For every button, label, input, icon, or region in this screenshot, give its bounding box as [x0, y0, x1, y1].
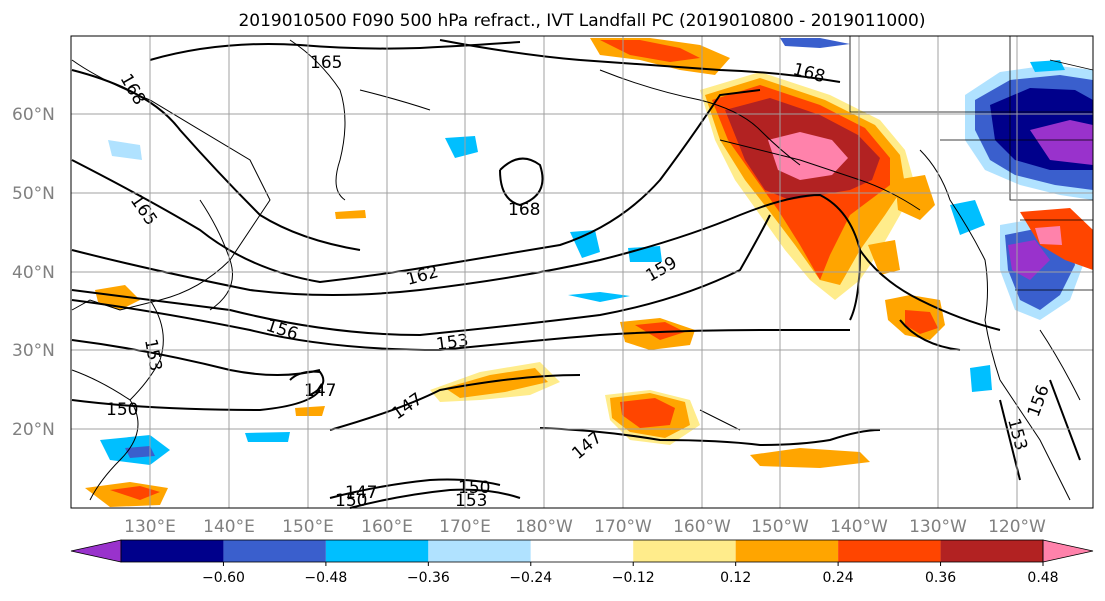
negative-anomaly-top [780, 38, 850, 48]
colorbar-bin [838, 540, 941, 562]
colorbar-tick-label: 0.12 [720, 570, 751, 586]
lon-label: 160°E [361, 517, 413, 537]
map-frame [70, 35, 1094, 509]
lat-label: 20°N [12, 420, 55, 440]
positive-anomaly-coast [868, 240, 900, 275]
positive-anomaly-subtropics [620, 398, 675, 428]
negative-anomaly-west-us [1008, 240, 1050, 280]
lat-label: 60°N [12, 105, 55, 125]
colorbar-bin [325, 540, 429, 562]
colorbar-outline [120, 539, 1044, 563]
lon-label: 150°E [282, 517, 334, 537]
colorbar-tick-label: 0.48 [1027, 570, 1058, 586]
lat-label: 50°N [12, 184, 55, 204]
contour-label: 147 [345, 483, 377, 503]
colorbar-extend-max [1042, 539, 1094, 563]
positive-anomaly-subtropics [335, 210, 366, 219]
positive-anomaly-top [600, 40, 700, 62]
negative-anomaly-pacific [950, 200, 985, 235]
colorbar-tick-label: −0.36 [407, 570, 450, 586]
negative-anomaly-pacific [568, 292, 630, 302]
lon-label: 140°W [830, 517, 888, 537]
contour-label: 150 [106, 400, 138, 420]
lon-label: 130°W [909, 517, 967, 537]
lat-label: 40°N [12, 263, 55, 283]
contour-label: 153 [435, 331, 470, 355]
positive-anomaly-subtropics [110, 486, 160, 500]
colorbar-bin [428, 540, 531, 562]
lon-label: 160°W [673, 517, 731, 537]
colorbar-bin [735, 540, 839, 562]
positive-anomaly-gulf-alaska [768, 132, 848, 180]
contour-label: 150 [458, 478, 490, 498]
negative-anomaly-pacific [970, 365, 992, 392]
refractivity-contours [71, 39, 1081, 509]
colorbar-bin [223, 540, 326, 562]
lat-label: 30°N [12, 341, 55, 361]
negative-anomaly-pacific [125, 446, 155, 458]
colorbar: −0.60 −0.48 −0.36 −0.24 −0.12 0.12 0.24 0.36 0.4… [70, 539, 1094, 586]
negative-anomaly-pacific [245, 432, 290, 442]
contour-label: 150 [335, 491, 367, 511]
negative-anomaly-pacific [570, 230, 600, 258]
lon-label: 150°W [751, 517, 809, 537]
negative-anomaly-canada [1030, 120, 1093, 165]
gridlines [71, 36, 1093, 508]
colorbar-tick-label: −0.12 [612, 570, 655, 586]
colorbar-bin [530, 540, 634, 562]
lon-label: 120°W [988, 517, 1046, 537]
colorbar-bin [940, 540, 1043, 562]
negative-anomaly-top [1030, 60, 1065, 72]
positive-anomaly-subtropics [445, 368, 548, 398]
lon-label: 140°E [203, 517, 255, 537]
lon-label: 170°E [439, 517, 491, 537]
contour-label: 147 [304, 381, 336, 401]
contour-label: 153 [455, 491, 487, 511]
longitude-labels: 130°E 140°E 150°E 160°E 170°E 180°W 170°… [124, 517, 1046, 537]
colorbar-extend-min [70, 539, 122, 563]
colorbar-tick-label: 0.24 [823, 570, 854, 586]
colorbar-tick-label: −0.48 [304, 570, 347, 586]
negative-anomaly-pacific [108, 140, 142, 160]
lon-label: 180°W [515, 517, 573, 537]
colorbar-bin [121, 540, 224, 562]
positive-anomaly-subtropics [295, 406, 325, 416]
colorbar-bin [633, 540, 736, 562]
contour-label: 168 [508, 200, 540, 220]
figure-title: 2019010500 F090 500 hPa refract., IVT La… [238, 11, 925, 31]
positive-anomaly-coast [895, 175, 935, 220]
borders [849, 36, 1094, 291]
colorbar-tick-label: −0.60 [202, 570, 245, 586]
negative-anomaly-pacific [445, 136, 478, 158]
colorbar-tick-label: 0.36 [925, 570, 956, 586]
lon-label: 130°E [124, 517, 176, 537]
latitude-labels: 60°N 50°N 40°N 30°N 20°N [12, 105, 55, 440]
contour-label: 165 [310, 53, 342, 73]
lon-label: 170°W [594, 517, 652, 537]
map-panel: 165 168 168 168 165 162 159 156 153 153 … [70, 35, 1094, 511]
positive-anomaly-coast [905, 310, 938, 334]
positive-anomaly-west-us [1035, 226, 1062, 245]
colorbar-tick-label: −0.24 [509, 570, 552, 586]
